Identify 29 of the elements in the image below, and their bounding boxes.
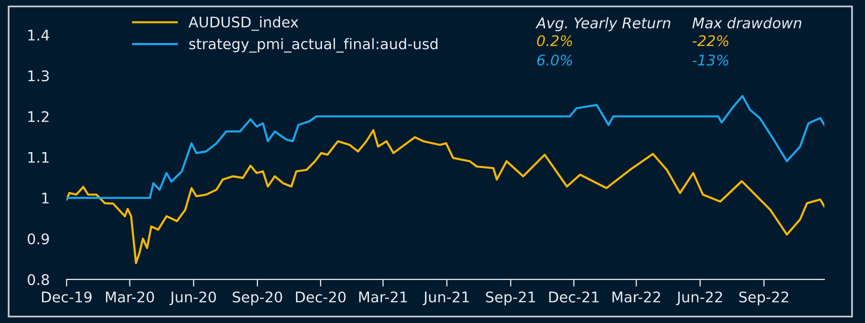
y-tick-label: 1 [42,192,49,204]
x-tick-label: Sep-21 [486,291,536,306]
x-tick-label: Mar-22 [612,291,660,302]
x-tick-label: Jun-22 [676,291,722,306]
y-tick-label: 1.2 [28,111,48,122]
line-series [66,129,824,264]
text: Max drawdown [692,17,802,28]
annotation: -22% [692,35,728,46]
x-tick-label: Jun-21 [422,291,469,306]
y-tick-label: 0.8 [28,274,49,286]
legend-label: AUDUSD_index [188,16,298,31]
x-tick-label: Mar-21 [359,291,407,302]
annotation: 6.0% [537,54,572,66]
x-tick-label: Sep-20 [232,291,282,306]
annotation: -13% [692,54,728,66]
line-series [66,94,824,199]
x-tick-label: Jun-20 [170,291,216,306]
x-tick-label: Dec-21 [549,291,599,302]
text: Avg. Yearly Return [536,17,670,32]
legend-label: strategy_pmi_actual_final:aud-usd [189,38,438,53]
x-tick-label: Dec-19 [42,291,92,302]
x-tick-label: Sep-22 [739,291,788,306]
y-tick-label: 1.3 [28,70,49,82]
y-tick-label: 1.4 [28,30,50,40]
x-tick-label: Dec-20 [296,291,346,302]
y-tick-label: 1.1 [28,152,49,163]
annotation: 0.2% [537,35,572,46]
y-tick-label: 0.9 [28,233,49,244]
x-tick-label: Mar-20 [106,291,154,302]
